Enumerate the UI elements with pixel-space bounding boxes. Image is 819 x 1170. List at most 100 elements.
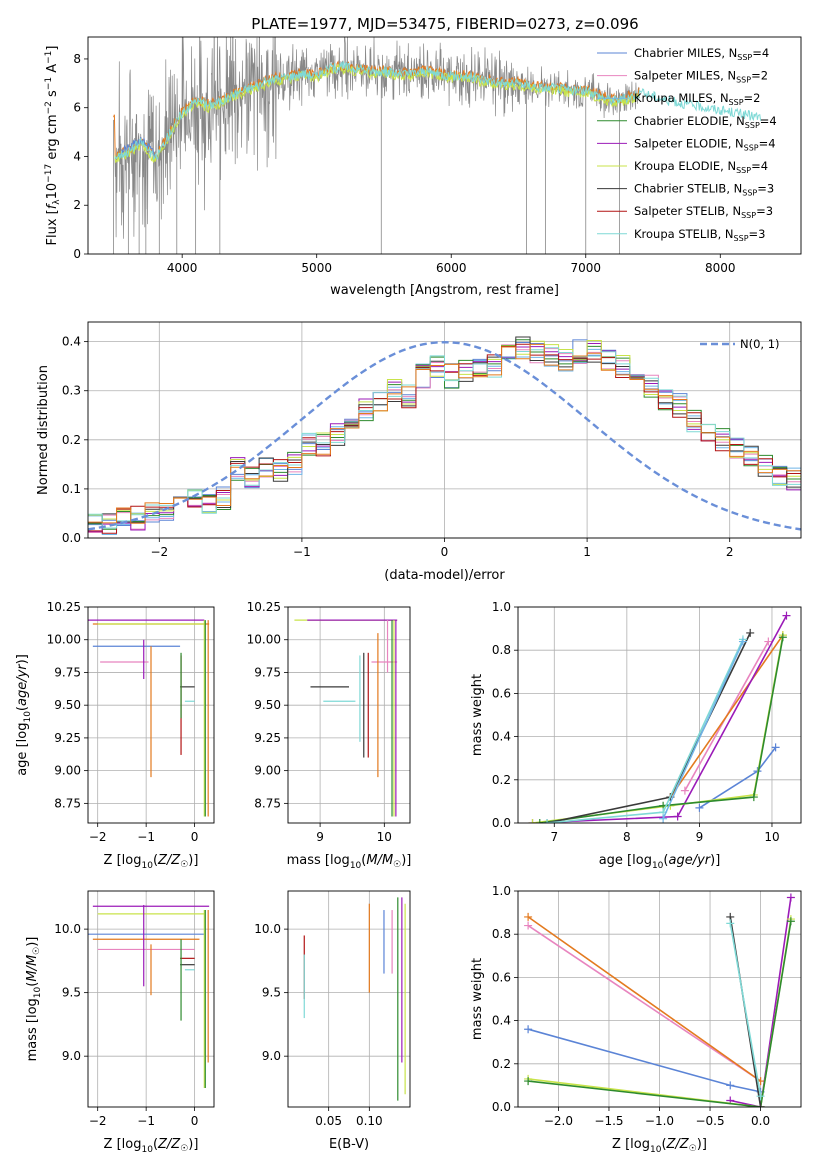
y-tick-label: 9.0 bbox=[62, 1049, 81, 1063]
y-tick-label: 9.25 bbox=[54, 731, 81, 745]
y-tick-label: 0.4 bbox=[492, 730, 511, 744]
legend-entry: Chabrier ELODIE, NSSP=4 bbox=[634, 114, 777, 130]
y-tick-label: 10.00 bbox=[247, 633, 281, 647]
mass-weight-marker bbox=[726, 1081, 735, 1090]
axes-frame bbox=[517, 890, 802, 1108]
mass-weight-line bbox=[532, 615, 788, 823]
mass_vs_Z-panel: −2 −1 0 9.0 9.5 10.0 Z [log10(Z/Z☉)] mass [log1… bbox=[25, 890, 215, 1155]
x-tick-label: 7 bbox=[550, 830, 558, 844]
x-tick-label: −2 bbox=[150, 545, 168, 559]
y-tick-label: 0.8 bbox=[492, 927, 511, 941]
age_vs_Z-panel: −2 −1 0 8.75 9.00 9.25 9.50 9.75 10.00 10.25 Z [lo… bbox=[15, 600, 215, 871]
legend-entry: Salpeter ELODIE, NSSP=4 bbox=[634, 136, 776, 152]
mass-weight-line bbox=[662, 641, 744, 820]
legend-entry: Chabrier MILES, NSSP=4 bbox=[634, 46, 769, 62]
y-tick-label: 9.00 bbox=[254, 764, 281, 778]
x-tick-label: 7000 bbox=[570, 261, 601, 275]
mass-weight-line bbox=[669, 634, 784, 798]
y-axis-label: mass [log10(M/M☉)] bbox=[25, 937, 43, 1062]
y-tick-label: 9.00 bbox=[54, 764, 81, 778]
y-tick-label: 10.0 bbox=[254, 922, 281, 936]
residual-histogram bbox=[88, 343, 801, 534]
mass_vs_Z-data bbox=[88, 904, 210, 1088]
age_vs_Z-data bbox=[88, 619, 210, 817]
mass-weight-marker bbox=[756, 1103, 765, 1107]
y-tick-label: 0.6 bbox=[492, 970, 511, 984]
x-tick-label: 10 bbox=[377, 830, 392, 844]
mass-weight-marker bbox=[659, 814, 668, 823]
residual-histogram bbox=[88, 339, 801, 530]
x-axis-label: Z [log10(Z/Z☉)] bbox=[104, 1137, 199, 1155]
x-tick-label: 0 bbox=[191, 830, 199, 844]
y-tick-label: 0.2 bbox=[492, 1057, 511, 1071]
y-tick-label: 0.6 bbox=[492, 686, 511, 700]
y-tick-label: 9.50 bbox=[254, 698, 281, 712]
x-tick-label: 9 bbox=[696, 830, 704, 844]
mass_weight_vs_age-data bbox=[528, 611, 791, 823]
y-axis-label: mass weight bbox=[470, 674, 485, 756]
x-tick-label: 0 bbox=[191, 1114, 199, 1128]
mass-weight-marker bbox=[524, 921, 533, 930]
histogram-data bbox=[88, 336, 801, 535]
x-tick-label: 4000 bbox=[167, 261, 198, 275]
axes-frame bbox=[517, 606, 802, 824]
y-tick-label: 10.25 bbox=[47, 600, 81, 614]
x-tick-label: 8 bbox=[623, 830, 631, 844]
mass-weight-marker bbox=[524, 1077, 533, 1086]
x-tick-label: −1.5 bbox=[594, 1114, 623, 1128]
mass-weight-marker bbox=[786, 917, 795, 926]
mass-weight-marker bbox=[778, 633, 787, 642]
mass-weight-marker bbox=[746, 628, 755, 637]
mass_vs_ebv-panel: 0.05 0.10 9.0 9.5 10.0 E(B-V) bbox=[254, 890, 411, 1152]
y-tick-label: 9.5 bbox=[62, 986, 81, 1000]
y-tick-label: 4 bbox=[73, 149, 81, 163]
y-tick-label: 0.0 bbox=[62, 531, 81, 545]
y-tick-label: 0.4 bbox=[492, 1014, 511, 1028]
mass-weight-marker bbox=[535, 819, 544, 823]
y-tick-label: 0.2 bbox=[492, 773, 511, 787]
x-tick-label: −1.0 bbox=[645, 1114, 674, 1128]
legend-entry: Kroupa STELIB, NSSP=3 bbox=[634, 227, 765, 243]
y-tick-label: 6 bbox=[73, 101, 81, 115]
x-tick-label: 10 bbox=[764, 830, 779, 844]
mass-weight-marker bbox=[543, 819, 552, 823]
y-tick-label: 0.1 bbox=[62, 482, 81, 496]
mass-weight-marker bbox=[738, 637, 747, 646]
x-tick-label: 0.10 bbox=[356, 1114, 383, 1128]
x-tick-label: 9 bbox=[316, 830, 324, 844]
spectrum-data bbox=[113, 37, 762, 254]
y-tick-label: 0.8 bbox=[492, 643, 511, 657]
x-tick-label: 0.05 bbox=[315, 1114, 342, 1128]
y-tick-label: 0 bbox=[73, 247, 81, 261]
x-tick-label: 0.0 bbox=[751, 1114, 770, 1128]
y-tick-label: 0.2 bbox=[62, 433, 81, 447]
spectrum-legend: Chabrier MILES, NSSP=4 Salpeter MILES, NS… bbox=[597, 46, 777, 243]
mass-weight-marker bbox=[764, 637, 773, 646]
legend-entry: Kroupa MILES, NSSP=2 bbox=[634, 91, 760, 107]
legend-entry: Kroupa ELODIE, NSSP=4 bbox=[634, 159, 768, 175]
y-tick-label: 8 bbox=[73, 52, 81, 66]
residual-histogram bbox=[88, 342, 801, 533]
y-axis-label: Flux [fλ10−17 erg cm−2 s−1 A−1] bbox=[44, 46, 62, 246]
y-tick-label: 1.0 bbox=[492, 600, 511, 614]
mass-weight-marker bbox=[673, 812, 682, 821]
x-tick-label: −2 bbox=[89, 1114, 107, 1128]
y-axis-label: mass weight bbox=[470, 958, 485, 1040]
residual-histogram bbox=[88, 344, 801, 533]
y-tick-label: 1.0 bbox=[492, 884, 511, 898]
x-tick-label: −1 bbox=[293, 545, 311, 559]
axes-frame bbox=[87, 606, 215, 824]
mass-weight-marker bbox=[771, 743, 780, 752]
residuals-panel: −2 −1 0 1 2 0.0 0.1 0.2 0.3 0.4 N(0, 1) (data-model… bbox=[36, 321, 802, 583]
y-tick-label: 0.3 bbox=[62, 384, 81, 398]
x-tick-label: −0.5 bbox=[695, 1114, 724, 1128]
x-tick-label: −1 bbox=[137, 1114, 155, 1128]
y-tick-label: 9.25 bbox=[254, 731, 281, 745]
mass-weight-marker bbox=[680, 786, 689, 795]
axes-frame bbox=[87, 321, 802, 539]
mass-weight-line bbox=[532, 634, 784, 823]
y-tick-label: 0.4 bbox=[62, 335, 81, 349]
y-tick-label: 10.25 bbox=[247, 600, 281, 614]
y-axis-label: age [log10(age/yr)] bbox=[15, 654, 33, 776]
